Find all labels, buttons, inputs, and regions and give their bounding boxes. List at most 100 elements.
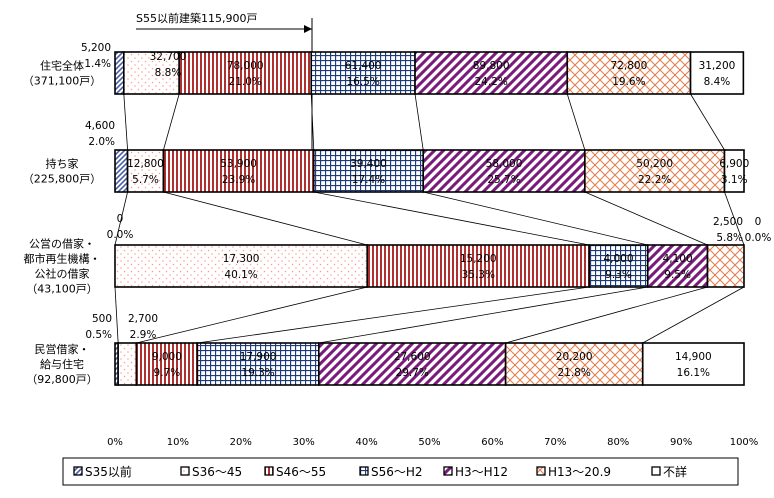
connector-r0-b1 (123, 93, 128, 151)
connector-r1-b6 (724, 191, 745, 246)
seg-label-r1-s2: 53,900 23.9% (220, 158, 257, 186)
seg-label-r3-s2: 9,000 9.7% (152, 351, 182, 379)
row-label-r2-l2: 公社の借家 (35, 267, 90, 281)
bar-r3-s5 (504, 342, 644, 386)
connector-r1-b5 (584, 191, 708, 246)
legend-item-2: S46～55 (264, 465, 326, 479)
row-labels: 住宅全体 （371,100戸） 持ち家 （225,800戸） 公営の借家・都市再生機構・… (23, 59, 102, 387)
row-label-r0-l1: （371,100戸） (23, 75, 102, 88)
legend-label: 不詳 (663, 464, 687, 479)
x-tick-label: 100% (730, 437, 759, 448)
connector-r1-b1 (114, 191, 128, 246)
bar-r1-s5 (584, 149, 726, 193)
connector-r1-b3 (313, 191, 590, 246)
legend-label: S46～55 (276, 465, 326, 479)
row-label-r0-l0: 住宅全体 (40, 59, 84, 73)
legend-item-6: 不詳 (651, 464, 687, 479)
seg-label-r3-s3: 17,900 19.3% (240, 351, 277, 379)
seg-label-r1-s0: 4,600 2.0% (85, 120, 115, 148)
x-tick-label: 30% (293, 437, 315, 448)
connector-r2-b1 (114, 286, 119, 344)
seg-label-r2-s1: 17,300 40.1% (223, 253, 260, 281)
seg-label-r0-s5: 72,800 19.6% (611, 60, 648, 88)
x-tick-label: 50% (418, 437, 440, 448)
legend-label: S36～45 (192, 465, 242, 479)
seg-label-r0-s3: 61,400 16.5% (345, 60, 382, 88)
legend-swatch (264, 466, 274, 476)
row-label-r1-l0: 持ち家 (46, 157, 79, 171)
seg-label-r2-s5: 2,500 5.8% (713, 216, 743, 244)
legend-swatch (536, 466, 546, 476)
bar-r2-s2 (366, 244, 591, 288)
annotation-label: S55以前建築115,900戸 (136, 11, 257, 25)
bar-r3-s1 (117, 342, 138, 386)
seg-label-r2-s3: 4,000 9.3% (603, 253, 633, 281)
seg-label-r1-s1: 12,800 5.7% (127, 158, 164, 186)
seg-label-r3-s6: 14,900 16.1% (675, 351, 712, 379)
seg-label-r2-s4: 4,100 9.5% (663, 253, 693, 281)
row-label-r3-l2: （92,800戸） (26, 373, 98, 386)
bar-r0-s5 (566, 51, 692, 95)
bar-r0-s1 (123, 51, 180, 95)
bar-r1-s3 (312, 149, 425, 193)
seg-label-r1-s3: 39,400 17.4% (350, 158, 387, 186)
x-tick-label: 40% (355, 437, 377, 448)
x-axis: 0% 10% 20% 30% 40% 50% 60% 70% 80% 90% 100% (107, 437, 758, 448)
row-label-r1-l1: （225,800戸） (23, 173, 102, 186)
x-tick-label: 90% (670, 437, 692, 448)
bar-r3-s6 (641, 342, 745, 386)
legend-swatch (443, 466, 453, 476)
seg-label-r0-s2: 78,000 21.0% (227, 60, 264, 88)
seg-label-r2-s2: 15,200 35.3% (460, 253, 497, 281)
connector-r1-b4 (423, 191, 648, 246)
connector-r1-b2 (163, 191, 368, 246)
legend-label: S56～H2 (371, 465, 423, 479)
x-tick-label: 20% (230, 437, 252, 448)
seg-label-r0-s0: 5,200 1.4% (81, 42, 111, 70)
seg-label-r2-s0: 0 0.0% (107, 213, 134, 241)
connector-r0-b6 (690, 93, 725, 151)
legend-item-3: S56～H2 (359, 465, 423, 479)
bar-r1-s2 (162, 149, 315, 193)
x-tick-label: 0% (107, 437, 123, 448)
segment-labels: 5,200 1.4% 32,700 8.8% 78,000 21.0% 61,400 16.5… (81, 42, 771, 379)
seg-label-r3-s4: 27,600 29.7% (394, 351, 431, 379)
row-label-r3-l1: 給与住宅 (40, 357, 84, 371)
bars (114, 51, 745, 386)
connector-r0-b5 (566, 93, 586, 151)
legend-item-4: H3～H12 (443, 465, 508, 479)
connector-r2-b5 (505, 286, 708, 344)
bar-r3-s4 (317, 342, 507, 386)
connector-r2-b2 (136, 286, 368, 344)
bar-r0-s4 (414, 51, 569, 95)
connector-r0-b4 (414, 93, 424, 151)
seg-label-r0-s1: 32,700 8.8% (150, 51, 187, 79)
legend-swatch (359, 466, 369, 476)
seg-label-r2-s6: 0 0.0% (745, 216, 772, 244)
bar-r2-s4 (646, 244, 709, 288)
bar-r1-s4 (422, 149, 586, 193)
legend-item-1: S36～45 (180, 465, 242, 479)
bar-r2-s5 (706, 244, 745, 288)
legend-swatch (180, 466, 190, 476)
row-label-r2-l1: 都市再生機構・ (24, 252, 101, 266)
seg-label-r0-s4: 89,800 24.2% (473, 60, 510, 88)
seg-label-r1-s5: 50,200 22.2% (636, 158, 673, 186)
x-tick-label: 80% (607, 437, 629, 448)
seg-label-r3-s0: 500 0.5% (85, 313, 112, 341)
bar-r1-s6 (723, 149, 745, 193)
seg-label-r3-s1: 2,700 2.9% (128, 313, 158, 341)
row-label-r2-l3: （43,100戸） (26, 283, 98, 296)
legend-box (62, 457, 739, 486)
legend-label: S35以前 (85, 464, 132, 479)
row-label-r2-l0: 公営の借家・ (29, 237, 95, 251)
x-tick-label: 60% (481, 437, 503, 448)
connector-lines (114, 93, 745, 344)
seg-label-r1-s6: 6,900 3.1% (719, 158, 749, 186)
x-tick-label: 10% (167, 437, 189, 448)
legend-item-5: H13～20.9 (536, 465, 611, 479)
connector-r2-b3 (197, 286, 590, 344)
bar-r0-s0 (114, 51, 125, 95)
legend-label: H13～20.9 (548, 465, 611, 479)
connector-r0-b3 (310, 93, 315, 151)
